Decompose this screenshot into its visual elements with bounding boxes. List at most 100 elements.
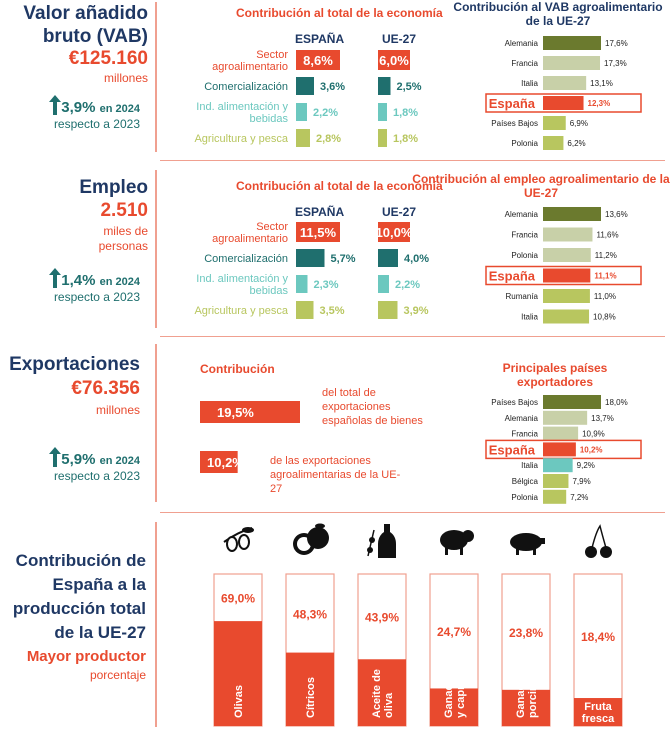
vab-contrib-row-label-line: bebidas bbox=[249, 113, 288, 125]
production-value: 69,0% bbox=[221, 592, 255, 606]
production-bar-fill bbox=[430, 688, 478, 726]
vab-title-line1: Valor añadido bbox=[23, 3, 148, 24]
vab-col-eu: UE-27 bbox=[382, 32, 417, 46]
production-label: Cítricos bbox=[305, 677, 317, 718]
vab-contrib-eu-value: 6,0% bbox=[379, 53, 409, 68]
empleo-unit: miles de personas bbox=[0, 224, 148, 254]
olive-icon bbox=[223, 527, 254, 552]
empleo-contrib-eu-bar bbox=[378, 301, 398, 319]
vab-title-line2: bruto (VAB) bbox=[42, 26, 148, 47]
empleo-contrib-es-value: 5,7% bbox=[331, 253, 356, 265]
vab-rank-bar bbox=[543, 76, 587, 90]
empleo-contrib-title: Contribución al total de la economía bbox=[236, 179, 443, 193]
olive-stem bbox=[367, 529, 375, 557]
empleo-rank-bar bbox=[543, 207, 601, 221]
sheep-head bbox=[462, 530, 474, 542]
empleo-unit-line2: personas bbox=[98, 239, 148, 253]
vab-contrib-es-value: 2,2% bbox=[313, 107, 338, 119]
olive-leaf bbox=[242, 527, 254, 533]
empleo-contrib-es-bar bbox=[296, 222, 340, 242]
empleo-rank-country: Francia bbox=[511, 231, 538, 240]
empleo-growth-suffix: en 2024 bbox=[99, 276, 140, 288]
export-growth: 5,9% en 2024 bbox=[0, 447, 140, 468]
produccion-chart: 69,0% Olivas 48,3% Cítricos 43,9% Aceite deol… bbox=[213, 523, 623, 727]
produccion-title-line1: Contribución de bbox=[15, 551, 146, 570]
production-label-line: Ganado ovino bbox=[443, 644, 455, 718]
produccion-title: Contribución de España a la producción t… bbox=[0, 549, 146, 645]
production-value: 18,4% bbox=[581, 630, 615, 644]
empleo-contrib-eu-value: 3,9% bbox=[404, 305, 429, 317]
vab-rank-country: Polonia bbox=[511, 139, 538, 148]
empleo-contrib-es-bar bbox=[296, 301, 314, 319]
vab-contrib-es-bar bbox=[296, 50, 340, 70]
vab-rank-value: 17,3% bbox=[604, 59, 627, 68]
empleo-rank-country: Italia bbox=[521, 313, 538, 322]
vab-rank-bar bbox=[543, 116, 566, 130]
up-arrow-icon bbox=[49, 268, 62, 288]
vab-contrib-eu-bar bbox=[378, 129, 387, 147]
vab-col-es: ESPAÑA bbox=[295, 32, 345, 46]
empleo-title: Empleo bbox=[79, 177, 148, 198]
empleo-contrib-eu-bar bbox=[378, 275, 389, 293]
vab-rank-country: Alemania bbox=[505, 39, 539, 48]
empleo-rank-value: 11,0% bbox=[594, 292, 616, 301]
empleo-ranking-title: Contribución al empleo agroalimentario d… bbox=[412, 172, 670, 200]
production-label: Olivas bbox=[233, 685, 245, 718]
vab-contrib-row-label-line: Agricultura y pesca bbox=[194, 133, 288, 145]
export-growth-suffix: en 2024 bbox=[99, 455, 140, 467]
vab-contrib-row-label: Agricultura y pesca bbox=[194, 133, 288, 145]
up-arrow-icon bbox=[49, 447, 62, 467]
empleo-contrib-es-bar bbox=[296, 275, 308, 293]
empleo-contrib-es-value: 11,5% bbox=[300, 225, 337, 240]
empleo-contrib-row-label-line: Ind. alimentación y bbox=[196, 273, 288, 285]
export-rank-country: Italia bbox=[521, 461, 538, 470]
production-label-line: Ganado bbox=[515, 677, 527, 718]
production-value: 23,8% bbox=[509, 626, 543, 640]
export-bar2-value: 10,2% bbox=[207, 455, 244, 470]
export-rank-value: 10,2% bbox=[580, 445, 603, 454]
empleo-rank-bar bbox=[543, 289, 590, 303]
empleo-value: 2.510 bbox=[100, 200, 148, 221]
vab-rank-bar bbox=[543, 96, 584, 110]
export-rank-value: 9,2% bbox=[577, 461, 595, 470]
export-bar2-text: de las exportaciones agroalimentarias de… bbox=[270, 455, 401, 495]
vab-contrib-row-label: Ind. alimentación y bebidas bbox=[196, 101, 288, 125]
olive-oil-bottle-icon bbox=[367, 524, 396, 558]
export-growth-note: respecto a 2023 bbox=[53, 469, 140, 483]
export-growth-value: 5,9% bbox=[61, 451, 96, 468]
vab-rank-value: 17,6% bbox=[605, 39, 628, 48]
pig-leg bbox=[533, 548, 536, 555]
export-bar1-value: 19,5% bbox=[217, 405, 254, 420]
export-contrib-chart: 19,5% 10,2% bbox=[200, 401, 300, 473]
cherry bbox=[585, 546, 597, 558]
vab-rank-highlight bbox=[485, 93, 642, 113]
export-rank-bar bbox=[543, 426, 579, 441]
empleo-contrib-es-value: 2,3% bbox=[314, 279, 339, 291]
production-label-line: y caprino bbox=[455, 669, 467, 718]
production-bar-fill bbox=[502, 689, 550, 726]
empleo-rank-value: 11,1% bbox=[594, 272, 616, 281]
sheep-leg bbox=[445, 547, 448, 555]
pig-body bbox=[510, 533, 542, 551]
vab-rank-bar bbox=[543, 36, 601, 50]
vab-ranking-chart: Alemania 17,6% Francia 17,3% Italia 13,1% Espa… bbox=[485, 36, 642, 150]
export-unit: millones bbox=[95, 403, 140, 417]
export-rank-country: Polonia bbox=[511, 493, 538, 502]
production-value: 48,3% bbox=[293, 607, 327, 621]
production-label-line: Aceite de bbox=[371, 669, 383, 718]
vab-contrib-es-bar bbox=[296, 129, 310, 147]
vab-contrib-eu-value: 1,8% bbox=[393, 133, 418, 145]
empleo-contrib-row-label: Sector agroalimentario bbox=[212, 221, 288, 245]
cherry-stems bbox=[591, 524, 607, 549]
vab-growth-suffix: en 2024 bbox=[99, 103, 140, 115]
export-divider bbox=[155, 344, 157, 502]
vab-contrib-row-label: Sector agroalimentario bbox=[212, 49, 288, 73]
export-value: €76.356 bbox=[71, 378, 140, 399]
export-bar1 bbox=[200, 401, 300, 423]
export-ranking-chart: Países Bajos 18,0% Alemania 13,7% Francia 10,… bbox=[485, 395, 642, 504]
section-divider-3 bbox=[160, 512, 665, 513]
production-label: Fruta fresca bbox=[582, 701, 615, 725]
vab-contrib-es-value: 2,8% bbox=[316, 133, 341, 145]
vab-contrib-es-bar bbox=[296, 103, 307, 121]
pig-snout bbox=[540, 538, 545, 544]
